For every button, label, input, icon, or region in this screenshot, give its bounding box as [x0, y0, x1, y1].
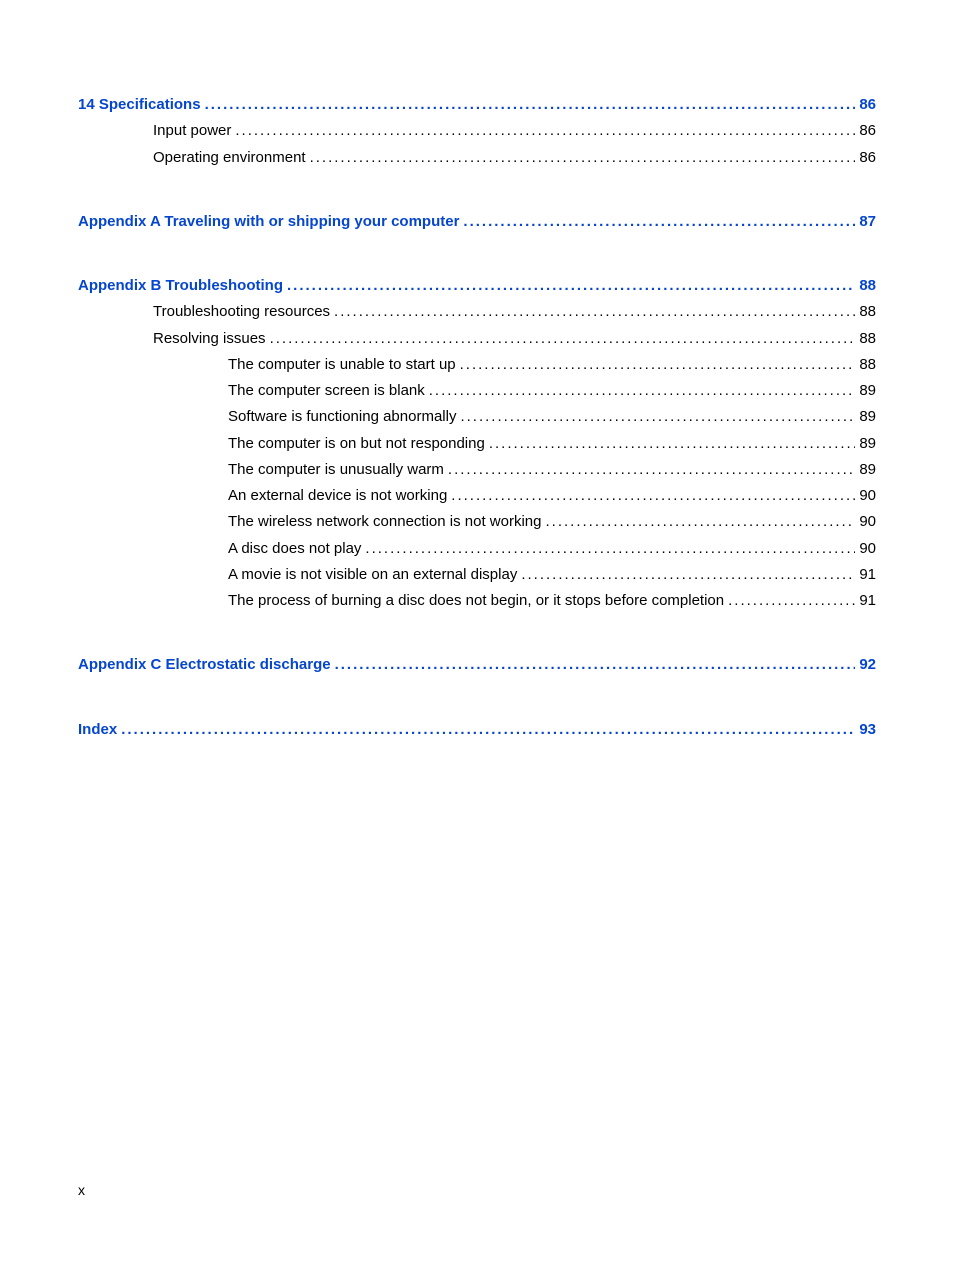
toc-entry[interactable]: Appendix B Troubleshooting 88	[78, 273, 876, 299]
toc-entry-page: 89	[859, 404, 876, 430]
toc-entry-label: Resolving issues	[153, 326, 266, 352]
toc-leader-dots	[460, 352, 856, 378]
toc-entry-label: Appendix A Traveling with or shipping yo…	[78, 209, 459, 235]
toc-leader-dots	[451, 483, 855, 509]
toc-entry-page: 92	[859, 652, 876, 678]
toc-entry-page: 88	[859, 299, 876, 325]
toc-entry: Resolving issues 88	[78, 326, 876, 352]
toc-leader-dots	[521, 562, 855, 588]
toc-entry: A disc does not play 90	[78, 536, 876, 562]
toc-leader-dots	[121, 717, 855, 743]
toc-leader-dots	[545, 509, 855, 535]
toc-entry-label: The computer is unusually warm	[228, 457, 444, 483]
toc-entry[interactable]: Appendix A Traveling with or shipping yo…	[78, 209, 876, 235]
toc-leader-dots	[310, 145, 856, 171]
toc-entry-page: 89	[859, 431, 876, 457]
toc-entry-label: A movie is not visible on an external di…	[228, 562, 517, 588]
toc-entry: The wireless network connection is not w…	[78, 509, 876, 535]
toc-entry-page: 91	[859, 588, 876, 614]
toc-entry-label: An external device is not working	[228, 483, 447, 509]
toc-leader-dots	[205, 92, 856, 118]
toc-entry-label: 14 Specifications	[78, 92, 201, 118]
toc-entry-label: The computer is on but not responding	[228, 431, 485, 457]
toc-entry: Software is functioning abnormally 89	[78, 404, 876, 430]
toc-entry[interactable]: Index 93	[78, 717, 876, 743]
toc-entry-page: 86	[859, 145, 876, 171]
toc-entry-page: 86	[859, 118, 876, 144]
toc-list: 14 Specifications86Input power86Operatin…	[78, 92, 876, 743]
toc-entry: An external device is not working 90	[78, 483, 876, 509]
toc-leader-dots	[489, 431, 855, 457]
toc-entry[interactable]: Appendix C Electrostatic discharge 92	[78, 652, 876, 678]
toc-entry[interactable]: 14 Specifications 86	[78, 92, 876, 118]
toc-entry-page: 86	[859, 92, 876, 118]
toc-entry: The process of burning a disc does not b…	[78, 588, 876, 614]
toc-entry-label: Appendix C Electrostatic discharge	[78, 652, 331, 678]
toc-leader-dots	[460, 404, 855, 430]
toc-entry-page: 90	[859, 509, 876, 535]
toc-entry-label: The process of burning a disc does not b…	[228, 588, 724, 614]
toc-entry-label: Operating environment	[153, 145, 306, 171]
toc-entry-page: 88	[859, 326, 876, 352]
toc-entry-label: Index	[78, 717, 117, 743]
toc-leader-dots	[365, 536, 855, 562]
toc-entry-label: Appendix B Troubleshooting	[78, 273, 283, 299]
toc-leader-dots	[270, 326, 856, 352]
toc-entry-label: The computer screen is blank	[228, 378, 425, 404]
toc-entry-label: A disc does not play	[228, 536, 361, 562]
toc-entry: Input power 86	[78, 118, 876, 144]
toc-leader-dots	[728, 588, 855, 614]
toc-entry: A movie is not visible on an external di…	[78, 562, 876, 588]
toc-entry-label: Troubleshooting resources	[153, 299, 330, 325]
toc-leader-dots	[463, 209, 855, 235]
toc-entry: The computer is unusually warm 89	[78, 457, 876, 483]
toc-entry-page: 88	[859, 273, 876, 299]
toc-entry-page: 93	[859, 717, 876, 743]
toc-leader-dots	[287, 273, 855, 299]
toc-leader-dots	[429, 378, 856, 404]
toc-entry-label: The wireless network connection is not w…	[228, 509, 541, 535]
toc-entry-page: 88	[859, 352, 876, 378]
toc-entry-label: The computer is unable to start up	[228, 352, 456, 378]
toc-entry-page: 91	[859, 562, 876, 588]
toc-entry: The computer is on but not responding 89	[78, 431, 876, 457]
toc-leader-dots	[334, 299, 855, 325]
toc-entry-page: 87	[859, 209, 876, 235]
toc-entry: The computer is unable to start up 88	[78, 352, 876, 378]
toc-entry-page: 89	[859, 457, 876, 483]
toc-entry-page: 90	[859, 483, 876, 509]
toc-entry: Troubleshooting resources 88	[78, 299, 876, 325]
toc-leader-dots	[235, 118, 855, 144]
toc-entry-label: Input power	[153, 118, 231, 144]
toc-leader-dots	[335, 652, 856, 678]
toc-leader-dots	[448, 457, 855, 483]
toc-entry: The computer screen is blank 89	[78, 378, 876, 404]
toc-entry-label: Software is functioning abnormally	[228, 404, 456, 430]
toc-entry-page: 90	[859, 536, 876, 562]
toc-entry: Operating environment 86	[78, 145, 876, 171]
page-number: x	[78, 1182, 85, 1198]
toc-entry-page: 89	[859, 378, 876, 404]
toc-page: 14 Specifications86Input power86Operatin…	[0, 0, 954, 803]
